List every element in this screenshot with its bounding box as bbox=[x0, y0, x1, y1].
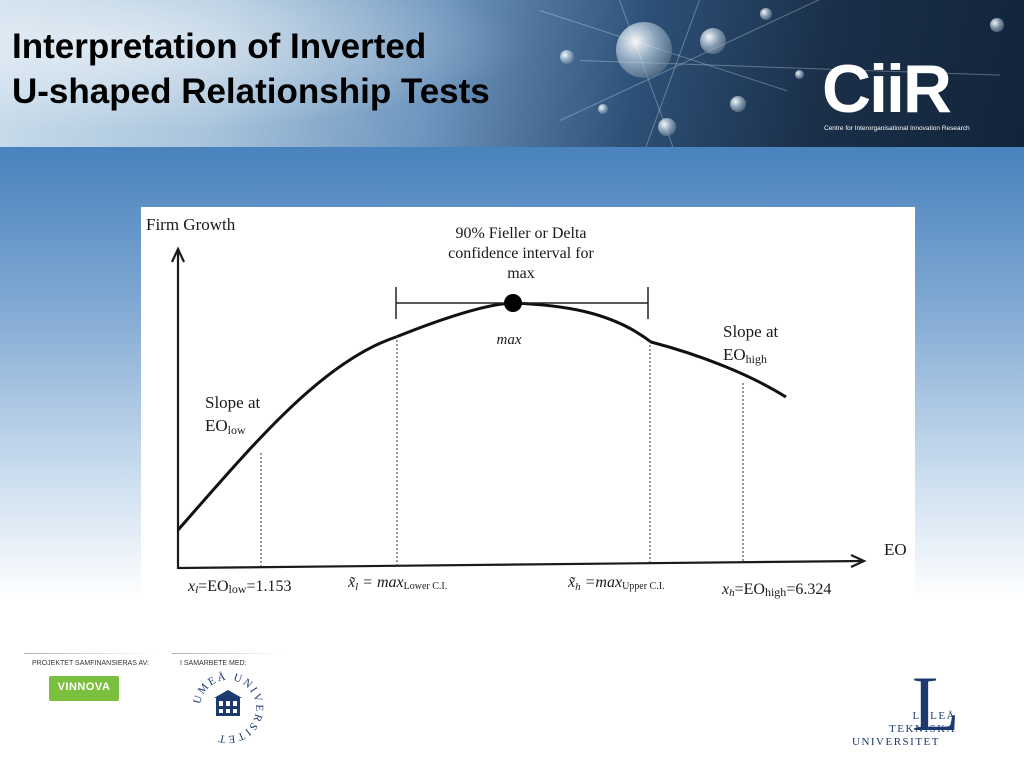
ciir-logo-wordmark: CiiR bbox=[822, 51, 952, 127]
tick-label-xh: xh=EOhigh=6.324 bbox=[721, 581, 831, 599]
ci-label-line2: confidence interval for bbox=[448, 245, 594, 262]
ltu-logo-mark: L bbox=[912, 660, 960, 747]
slide-title: Interpretation of Inverted U-shaped Rela… bbox=[12, 24, 490, 114]
water-drop bbox=[658, 118, 676, 136]
ltu-logo-text: LULEÅ TEKNISKA UNIVERSITET bbox=[846, 710, 956, 749]
vinnova-logo: VINNOVA bbox=[49, 676, 119, 701]
water-drop bbox=[700, 28, 726, 54]
x-axis bbox=[177, 559, 864, 570]
ltu-logo-line2: TEKNISKA bbox=[889, 723, 956, 735]
water-drop bbox=[795, 70, 804, 79]
slope-low-label-line2: EOlow bbox=[205, 416, 246, 437]
water-drop bbox=[760, 8, 772, 20]
umea-seal-icon: UMEÅ UNIVERSITET bbox=[191, 671, 263, 746]
ciir-logo-subtitle: Centre for Interorganisational Innovatio… bbox=[824, 125, 970, 132]
x-axis-label: EO bbox=[884, 540, 907, 559]
max-label: max bbox=[497, 332, 522, 348]
ltu-logo-line3: UNIVERSITET bbox=[852, 736, 940, 748]
inverted-u-curve bbox=[176, 301, 787, 531]
water-drop bbox=[598, 104, 608, 114]
slope-low-label-line1: Slope at bbox=[205, 393, 261, 412]
tick-label-lower-ci: x̃l = maxLower C.I. bbox=[347, 574, 447, 593]
sponsor-rule-left bbox=[24, 653, 154, 654]
slope-high-label-line2: EOhigh bbox=[723, 345, 767, 366]
umea-university-logo: UMEÅ UNIVERSITET bbox=[188, 668, 268, 748]
header-banner: Interpretation of Inverted U-shaped Rela… bbox=[0, 0, 1024, 147]
ltu-logo: L LULEÅ TEKNISKA UNIVERSITET bbox=[840, 664, 990, 750]
sponsor-label-right: I SAMARBETE MED: bbox=[180, 660, 247, 667]
water-drop bbox=[990, 18, 1004, 32]
u-shape-figure: Firm Growth EO 90% Fieller or Delta conf… bbox=[141, 207, 915, 610]
ci-label-line3: max bbox=[507, 265, 535, 282]
slide-title-line2: U-shaped Relationship Tests bbox=[12, 72, 490, 111]
ltu-logo-line1: LULEÅ bbox=[912, 710, 956, 722]
ciir-logo: CiiR Centre for Interorganisational Inno… bbox=[822, 52, 982, 142]
sponsor-label-left: PROJEKTET SAMFINANSIERAS AV: bbox=[32, 660, 149, 667]
water-drop bbox=[560, 50, 574, 64]
x-axis-arrowhead bbox=[850, 554, 867, 568]
slope-high-label-line1: Slope at bbox=[723, 322, 779, 341]
y-axis-label: Firm Growth bbox=[146, 215, 236, 234]
tick-label-xl: xl=EOlow=1.153 bbox=[187, 578, 292, 596]
sponsor-rule-right bbox=[172, 653, 282, 654]
ci-label-line1: 90% Fieller or Delta bbox=[455, 225, 586, 242]
header-mist bbox=[0, 0, 600, 147]
max-point bbox=[504, 294, 522, 312]
y-axis-arrowhead bbox=[171, 246, 185, 263]
vinnova-logo-text: VINNOVA bbox=[57, 681, 111, 693]
water-drop bbox=[616, 22, 672, 78]
water-drop bbox=[730, 96, 746, 112]
tick-label-upper-ci: x̃h =maxUpper C.I. bbox=[567, 574, 665, 593]
slide-title-line1: Interpretation of Inverted bbox=[12, 27, 427, 66]
u-shape-diagram: Firm Growth EO 90% Fieller or Delta conf… bbox=[146, 215, 907, 599]
